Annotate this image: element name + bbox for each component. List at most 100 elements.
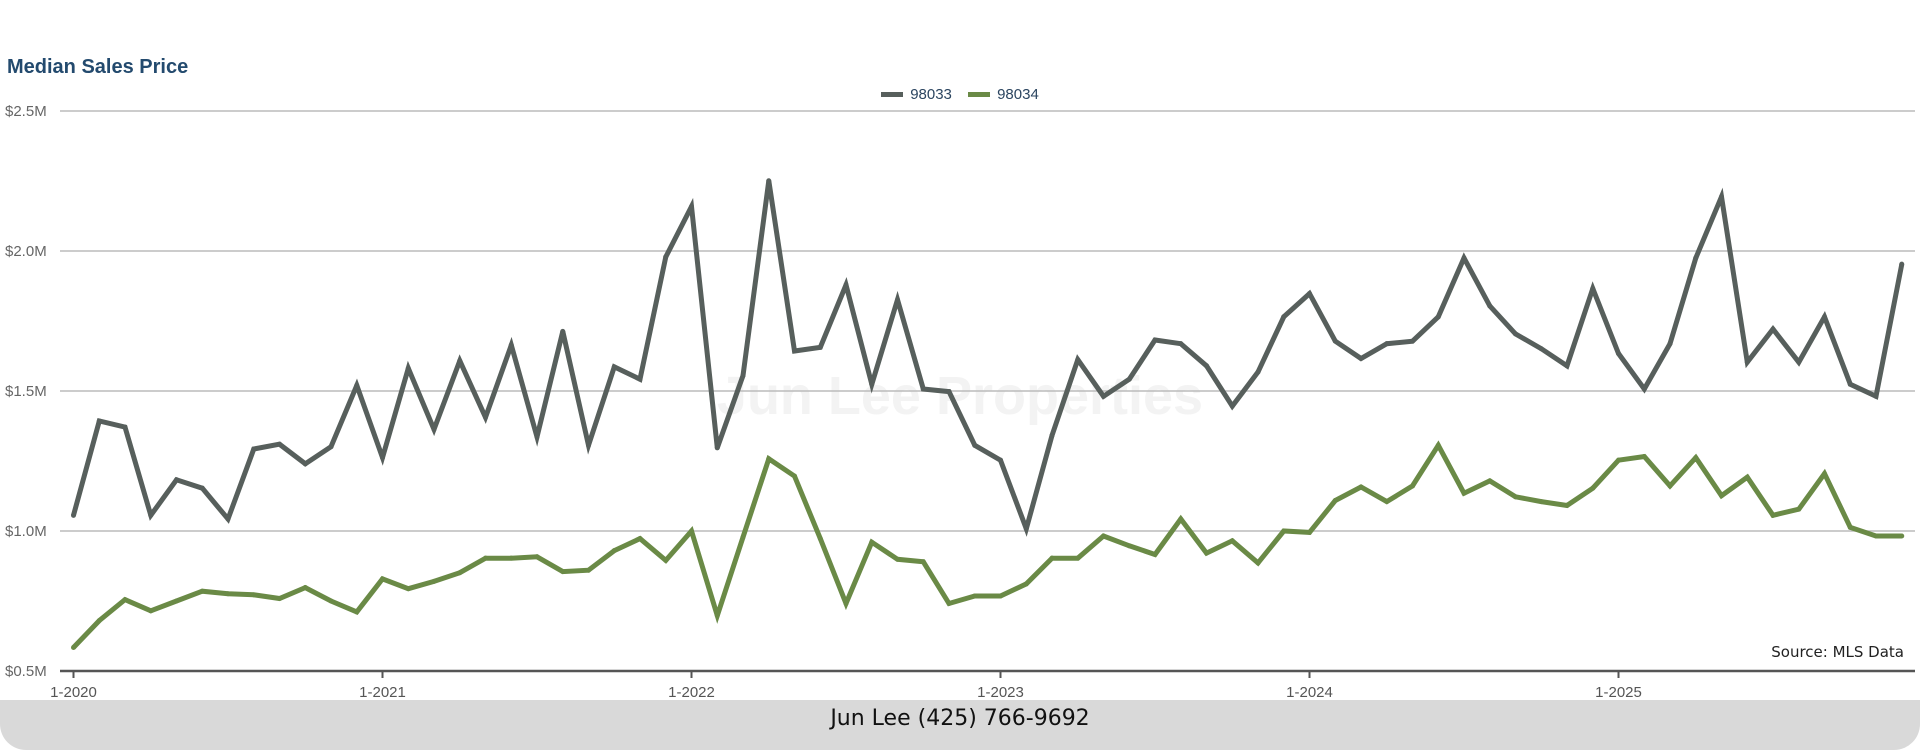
data-point-98033 bbox=[869, 381, 875, 387]
data-point-98033 bbox=[946, 389, 952, 395]
data-point-98033 bbox=[328, 444, 334, 450]
data-point-98034 bbox=[586, 567, 591, 573]
data-point-98034 bbox=[1126, 543, 1132, 549]
data-point-98033 bbox=[1719, 194, 1724, 200]
data-point-98034 bbox=[405, 586, 411, 592]
data-point-98033 bbox=[1101, 393, 1106, 399]
legend: 98033 98034 bbox=[0, 84, 1920, 103]
y-tick-label: $1.5M bbox=[5, 383, 47, 400]
data-point-98033 bbox=[1873, 393, 1879, 399]
data-point-98034 bbox=[1538, 499, 1544, 505]
data-point-98034 bbox=[843, 601, 849, 607]
y-tick-label: $2.5M bbox=[5, 103, 47, 120]
data-point-98033 bbox=[251, 446, 257, 452]
data-point-98033 bbox=[380, 455, 385, 461]
data-point-98033 bbox=[560, 328, 566, 334]
data-point-98034 bbox=[637, 536, 643, 542]
data-point-98034 bbox=[1590, 485, 1596, 491]
data-point-98034 bbox=[431, 578, 437, 584]
data-point-98034 bbox=[1332, 497, 1338, 503]
data-point-98033 bbox=[1796, 359, 1802, 365]
y-tick-label: $0.5M bbox=[5, 663, 47, 680]
data-point-98033 bbox=[148, 512, 154, 518]
data-point-98033 bbox=[1564, 363, 1570, 369]
data-point-98033 bbox=[1590, 286, 1596, 292]
data-point-98034 bbox=[1796, 506, 1802, 512]
data-point-98033 bbox=[96, 418, 102, 424]
data-point-98034 bbox=[1564, 503, 1570, 509]
y-tick-label: $1.0M bbox=[5, 523, 47, 540]
data-point-98034 bbox=[714, 613, 720, 619]
data-point-98034 bbox=[148, 608, 154, 614]
data-point-98034 bbox=[1641, 454, 1647, 460]
data-point-98033 bbox=[1332, 338, 1338, 344]
x-tick-label: 1-2024 bbox=[1286, 684, 1333, 701]
legend-swatch bbox=[881, 92, 904, 97]
data-point-98033 bbox=[843, 282, 849, 288]
data-point-98033 bbox=[1049, 433, 1055, 439]
data-point-98034 bbox=[483, 555, 488, 561]
data-point-98034 bbox=[302, 585, 308, 591]
data-point-98034 bbox=[508, 555, 514, 561]
data-point-98034 bbox=[1255, 560, 1261, 566]
data-point-98034 bbox=[534, 554, 540, 560]
data-point-98034 bbox=[354, 609, 360, 615]
data-point-98034 bbox=[1435, 442, 1441, 448]
data-point-98034 bbox=[869, 539, 875, 545]
data-point-98033 bbox=[1075, 357, 1081, 363]
data-point-98034 bbox=[972, 593, 978, 599]
data-point-98034 bbox=[766, 456, 772, 462]
data-point-98034 bbox=[1023, 581, 1029, 587]
data-point-98034 bbox=[946, 601, 952, 607]
data-point-98033 bbox=[895, 297, 900, 303]
data-point-98034 bbox=[1873, 533, 1879, 539]
data-point-98034 bbox=[174, 598, 179, 604]
data-point-98034 bbox=[1101, 533, 1106, 539]
data-point-98033 bbox=[354, 382, 360, 388]
data-point-98034 bbox=[611, 548, 617, 554]
data-point-98033 bbox=[1384, 341, 1390, 347]
chart-title: Median Sales Price bbox=[7, 56, 189, 78]
x-tick-label: 1-2023 bbox=[977, 684, 1024, 701]
data-point-98034 bbox=[1178, 516, 1184, 522]
data-point-98033 bbox=[1255, 369, 1261, 375]
data-point-98034 bbox=[225, 591, 231, 597]
data-point-98033 bbox=[1538, 346, 1544, 352]
data-point-98034 bbox=[122, 597, 128, 603]
data-point-98033 bbox=[1487, 303, 1493, 309]
data-point-98033 bbox=[637, 376, 643, 382]
y-tick-label: $2.0M bbox=[5, 243, 47, 260]
data-point-98033 bbox=[1178, 341, 1184, 347]
legend-item-98033[interactable]: 98033 bbox=[881, 86, 952, 103]
data-point-98034 bbox=[1075, 555, 1081, 561]
data-point-98033 bbox=[817, 344, 823, 350]
data-point-98033 bbox=[1126, 376, 1132, 382]
data-point-98033 bbox=[1229, 403, 1235, 409]
data-point-98033 bbox=[1435, 314, 1441, 320]
data-point-98034 bbox=[277, 595, 282, 601]
data-point-98034 bbox=[328, 598, 334, 604]
data-point-98034 bbox=[1204, 550, 1209, 556]
data-point-98033 bbox=[122, 424, 128, 430]
x-tick-label: 1-2025 bbox=[1595, 684, 1642, 701]
data-point-98034 bbox=[199, 588, 205, 594]
data-point-98034 bbox=[457, 570, 463, 576]
data-point-98034 bbox=[1461, 490, 1467, 496]
data-point-98033 bbox=[1693, 255, 1699, 261]
x-tick-label: 1-2022 bbox=[668, 684, 715, 701]
legend-item-98034[interactable]: 98034 bbox=[968, 86, 1039, 103]
data-point-98033 bbox=[1847, 381, 1853, 387]
data-point-98034 bbox=[1307, 529, 1312, 535]
data-point-98033 bbox=[1744, 359, 1750, 365]
legend-label: 98034 bbox=[997, 86, 1039, 103]
data-point-98033 bbox=[714, 445, 720, 451]
data-point-98033 bbox=[302, 461, 308, 467]
data-point-98033 bbox=[1152, 337, 1158, 343]
data-point-98033 bbox=[174, 477, 179, 483]
data-point-98034 bbox=[1487, 478, 1493, 484]
data-point-98034 bbox=[1152, 552, 1158, 558]
data-point-98033 bbox=[611, 364, 617, 370]
data-point-98033 bbox=[1641, 386, 1647, 392]
data-point-98034 bbox=[1899, 533, 1905, 539]
